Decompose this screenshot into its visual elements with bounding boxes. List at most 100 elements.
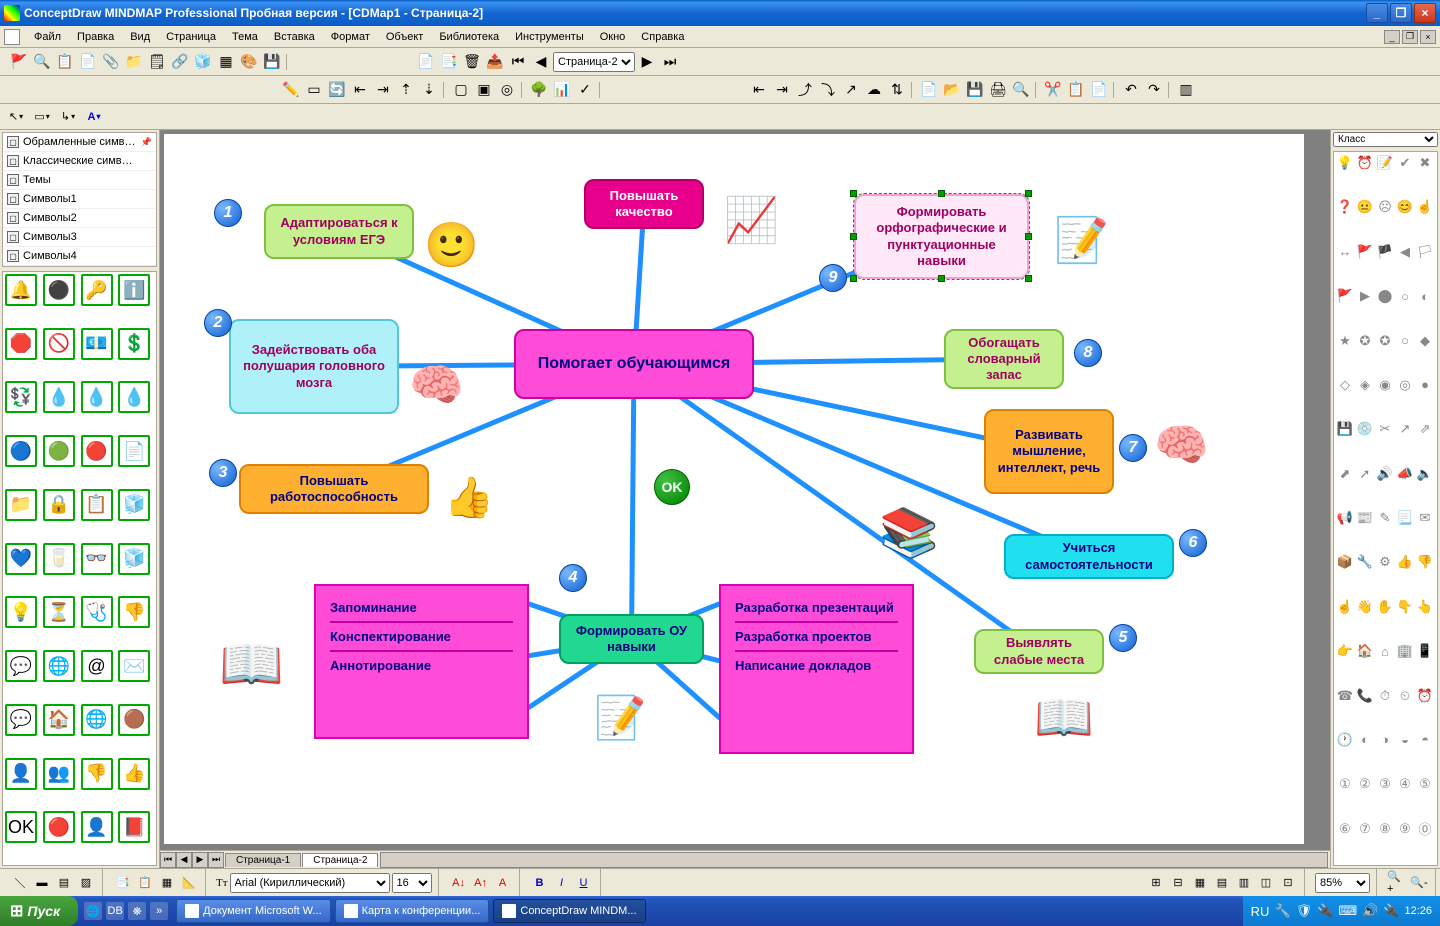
font-grow-icon[interactable]: A↑ <box>471 873 491 893</box>
class-dropdown[interactable]: Класс <box>1333 132 1438 147</box>
horizontal-scrollbar[interactable] <box>380 852 1328 868</box>
symbol-item[interactable]: 👤 <box>5 758 37 790</box>
maximize-button[interactable]: ❐ <box>1390 3 1412 23</box>
ptab-first[interactable]: ⏮ <box>160 852 176 868</box>
clipart-icon[interactable]: 🧠 <box>1154 419 1209 471</box>
topic-node[interactable]: Развивать мышление, интеллект, речь <box>984 409 1114 494</box>
subtopic-item[interactable]: Разработка проектов <box>735 623 898 652</box>
nav-dup-icon[interactable]: 📑 <box>438 51 460 73</box>
tool-color-icon[interactable]: 🎨 <box>238 51 260 73</box>
sb-xfer1-icon[interactable]: 📑 <box>113 873 133 893</box>
palette-icon[interactable]: 😊 <box>1396 198 1414 216</box>
menu-Окно[interactable]: Окно <box>592 29 634 45</box>
symbol-item[interactable]: 💡 <box>5 596 37 628</box>
symbol-item[interactable]: 🥛 <box>43 543 75 575</box>
clipart-icon[interactable]: 📖 <box>1034 689 1094 746</box>
ql-more-icon[interactable]: » <box>150 902 168 920</box>
selection-handle[interactable] <box>1025 190 1032 197</box>
t2-panels-icon[interactable]: ▥ <box>1175 79 1197 101</box>
tool-search-icon[interactable]: 🔍 <box>31 51 53 73</box>
topic-node[interactable]: Учиться самостоятельности <box>1004 534 1174 579</box>
selection-handle[interactable] <box>850 190 857 197</box>
tool-note-icon[interactable]: 🗒 <box>146 51 168 73</box>
topic-node[interactable]: Формировать орфографические и пунктуацио… <box>854 194 1029 279</box>
sb-xfer4-icon[interactable]: 📐 <box>179 873 199 893</box>
palette-icon[interactable]: 📰 <box>1356 509 1374 527</box>
palette-icon[interactable]: 👉 <box>1336 642 1354 660</box>
palette-icon[interactable]: ⬈ <box>1336 465 1354 483</box>
palette-icon[interactable]: ▶ <box>1356 287 1374 305</box>
symbol-item[interactable]: 🩺 <box>81 596 113 628</box>
t2-open-icon[interactable]: 📂 <box>941 79 963 101</box>
palette-icon[interactable]: ● <box>1416 376 1434 394</box>
symbol-item[interactable]: 🔑 <box>81 274 113 306</box>
symbol-item[interactable]: 👥 <box>43 758 75 790</box>
topic-node[interactable]: Задействовать оба полушария головного мо… <box>229 319 399 414</box>
t2-undo-icon[interactable]: ↶ <box>1120 79 1142 101</box>
palette-icon[interactable]: 👇 <box>1396 598 1414 616</box>
topic-node[interactable]: Адаптироваться к условиям ЕГЭ <box>264 204 414 259</box>
t2-sort-icon[interactable]: ⇅ <box>886 79 908 101</box>
symbol-item[interactable]: 💬 <box>5 704 37 736</box>
symbol-item[interactable]: 🟢 <box>43 435 75 467</box>
tool-folder-icon[interactable]: 📁 <box>123 51 145 73</box>
underline-button[interactable]: U <box>574 873 594 893</box>
menu-Формат[interactable]: Формат <box>323 29 378 45</box>
symbol-item[interactable]: 🧊 <box>118 543 150 575</box>
palette-icon[interactable]: ◐ <box>1356 731 1374 749</box>
palette-icon[interactable]: ⏰ <box>1356 154 1374 172</box>
palette-icon[interactable]: ☝ <box>1336 598 1354 616</box>
palette-icon[interactable]: ⇗ <box>1416 420 1434 438</box>
central-topic[interactable]: Помогает обучающимся <box>514 329 754 399</box>
t2-preview-icon[interactable]: 🔍 <box>1010 79 1032 101</box>
palette-icon[interactable]: ❓ <box>1336 198 1354 216</box>
clock[interactable]: 12:26 <box>1404 905 1432 917</box>
library-item[interactable]: ▢Обрамленные симв…📌 <box>3 133 156 152</box>
tray-net-icon[interactable]: 🔌 <box>1317 903 1333 919</box>
symbol-item[interactable]: 💶 <box>81 328 113 360</box>
tray-vol-icon[interactable]: 🔊 <box>1362 903 1378 919</box>
tray-usb-icon[interactable]: 🔌 <box>1383 903 1399 919</box>
symbol-item[interactable]: 👎 <box>118 596 150 628</box>
symbol-item[interactable]: 🔵 <box>5 435 37 467</box>
menu-Справка[interactable]: Справка <box>633 29 692 45</box>
clipart-icon[interactable]: 📖 <box>219 634 284 695</box>
palette-icon[interactable]: ⚙ <box>1376 553 1394 571</box>
symbol-item[interactable]: 💬 <box>5 650 37 682</box>
palette-icon[interactable]: ☎ <box>1336 687 1354 705</box>
palette-icon[interactable]: ④ <box>1396 775 1414 793</box>
symbol-item[interactable]: 📋 <box>81 489 113 521</box>
palette-icon[interactable]: ◇ <box>1336 376 1354 394</box>
palette-icon[interactable]: ✂ <box>1376 420 1394 438</box>
palette-icon[interactable]: ⑦ <box>1356 820 1374 838</box>
symbol-item[interactable]: 🌐 <box>81 704 113 736</box>
palette-icon[interactable]: ① <box>1336 775 1354 793</box>
palette-icon[interactable]: ✔ <box>1396 154 1414 172</box>
selection-handle[interactable] <box>938 275 945 282</box>
t2-branch2-icon[interactable]: ⤵ <box>817 79 839 101</box>
t2-left-icon[interactable]: ⇤ <box>349 79 371 101</box>
t2-right-icon[interactable]: ⇥ <box>372 79 394 101</box>
clipart-icon[interactable]: 🙂 <box>424 219 479 271</box>
symbol-item[interactable]: 🔴 <box>43 811 75 843</box>
palette-icon[interactable]: 📃 <box>1396 509 1414 527</box>
palette-icon[interactable]: 🔊 <box>1376 465 1394 483</box>
t2-save-icon[interactable]: 💾 <box>964 79 986 101</box>
sb-align1-icon[interactable]: ⊞ <box>1146 873 1166 893</box>
subtopic-item[interactable]: Конспектирование <box>330 623 513 652</box>
palette-icon[interactable]: 🚩 <box>1356 243 1374 261</box>
connector-tool[interactable]: ↳ <box>56 106 80 128</box>
palette-icon[interactable]: 📱 <box>1416 642 1434 660</box>
palette-icon[interactable]: ↔ <box>1336 243 1354 261</box>
palette-icon[interactable]: ✖ <box>1416 154 1434 172</box>
menu-Вид[interactable]: Вид <box>122 29 158 45</box>
tray-shield-icon[interactable]: 🛡 <box>1296 903 1313 919</box>
symbol-item[interactable]: 💱 <box>5 381 37 413</box>
symbol-item[interactable]: ✉️ <box>118 650 150 682</box>
font-size-selector[interactable]: 16 <box>392 873 432 893</box>
text-tool[interactable]: A <box>82 106 106 128</box>
palette-icon[interactable]: 💡 <box>1336 154 1354 172</box>
palette-icon[interactable]: ✪ <box>1356 332 1374 350</box>
palette-icon[interactable]: 💾 <box>1336 420 1354 438</box>
symbol-item[interactable]: ⚫ <box>43 274 75 306</box>
